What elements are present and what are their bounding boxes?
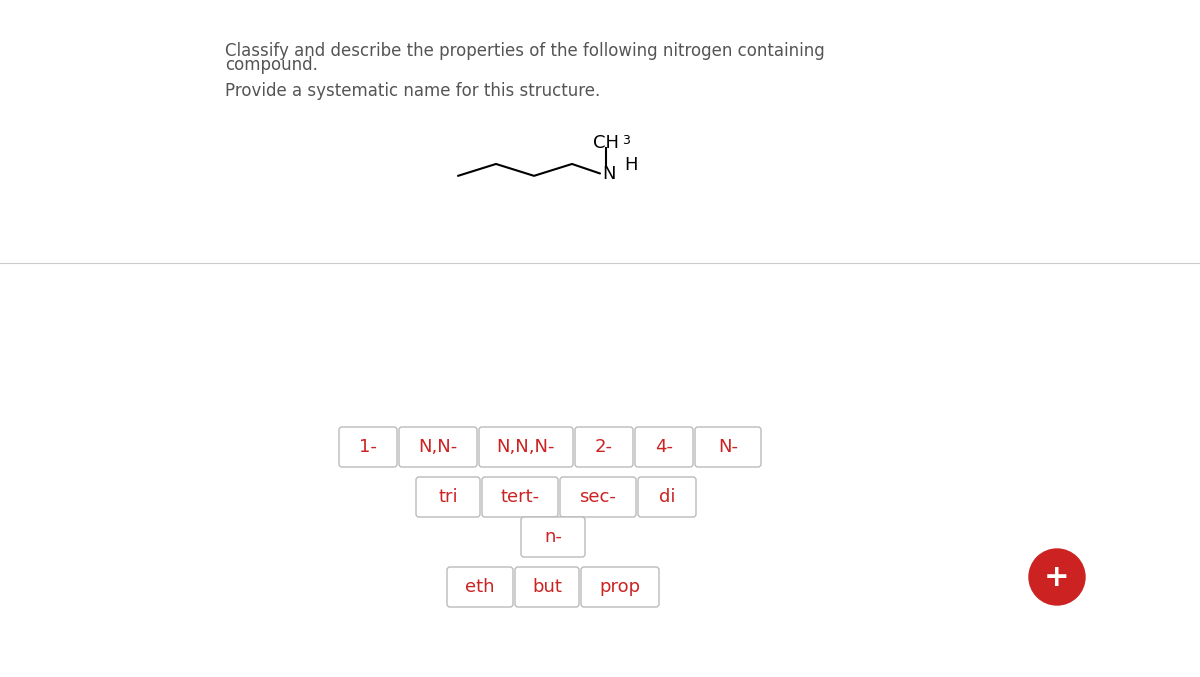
- Text: Classify and describe the properties of the following nitrogen containing: Classify and describe the properties of …: [226, 42, 824, 60]
- Text: N,N,N-: N,N,N-: [497, 438, 556, 456]
- Text: 3: 3: [622, 133, 630, 147]
- Text: n-: n-: [544, 528, 562, 546]
- Text: ‹: ‹: [22, 9, 31, 29]
- Text: 2-: 2-: [595, 438, 613, 456]
- Text: tert-: tert-: [500, 488, 540, 506]
- Text: di: di: [659, 488, 676, 506]
- FancyBboxPatch shape: [695, 427, 761, 467]
- FancyBboxPatch shape: [560, 477, 636, 517]
- FancyBboxPatch shape: [416, 477, 480, 517]
- FancyBboxPatch shape: [635, 427, 694, 467]
- FancyBboxPatch shape: [398, 427, 478, 467]
- FancyBboxPatch shape: [515, 567, 580, 607]
- FancyBboxPatch shape: [479, 427, 574, 467]
- Text: Provide a systematic name for this structure.: Provide a systematic name for this struc…: [226, 83, 600, 100]
- FancyBboxPatch shape: [521, 517, 586, 557]
- Text: 4-: 4-: [655, 438, 673, 456]
- Text: 1-: 1-: [359, 438, 377, 456]
- FancyBboxPatch shape: [638, 477, 696, 517]
- Text: compound.: compound.: [226, 56, 318, 74]
- Circle shape: [1030, 549, 1085, 605]
- Text: H: H: [624, 156, 637, 173]
- Text: CH: CH: [593, 134, 619, 152]
- Text: eth: eth: [466, 578, 494, 596]
- FancyBboxPatch shape: [581, 567, 659, 607]
- FancyBboxPatch shape: [482, 477, 558, 517]
- Text: sec-: sec-: [580, 488, 617, 506]
- Text: N,N-: N,N-: [419, 438, 457, 456]
- FancyBboxPatch shape: [575, 427, 634, 467]
- Text: tri: tri: [438, 488, 458, 506]
- Text: Submit: Submit: [1124, 10, 1184, 28]
- Text: +: +: [1044, 563, 1070, 592]
- Text: prop: prop: [600, 578, 641, 596]
- FancyBboxPatch shape: [340, 427, 397, 467]
- Text: N-: N-: [718, 438, 738, 456]
- Text: but: but: [532, 578, 562, 596]
- FancyBboxPatch shape: [446, 567, 514, 607]
- Text: N: N: [602, 165, 616, 183]
- Text: Question 15.b of 25: Question 15.b of 25: [518, 10, 682, 28]
